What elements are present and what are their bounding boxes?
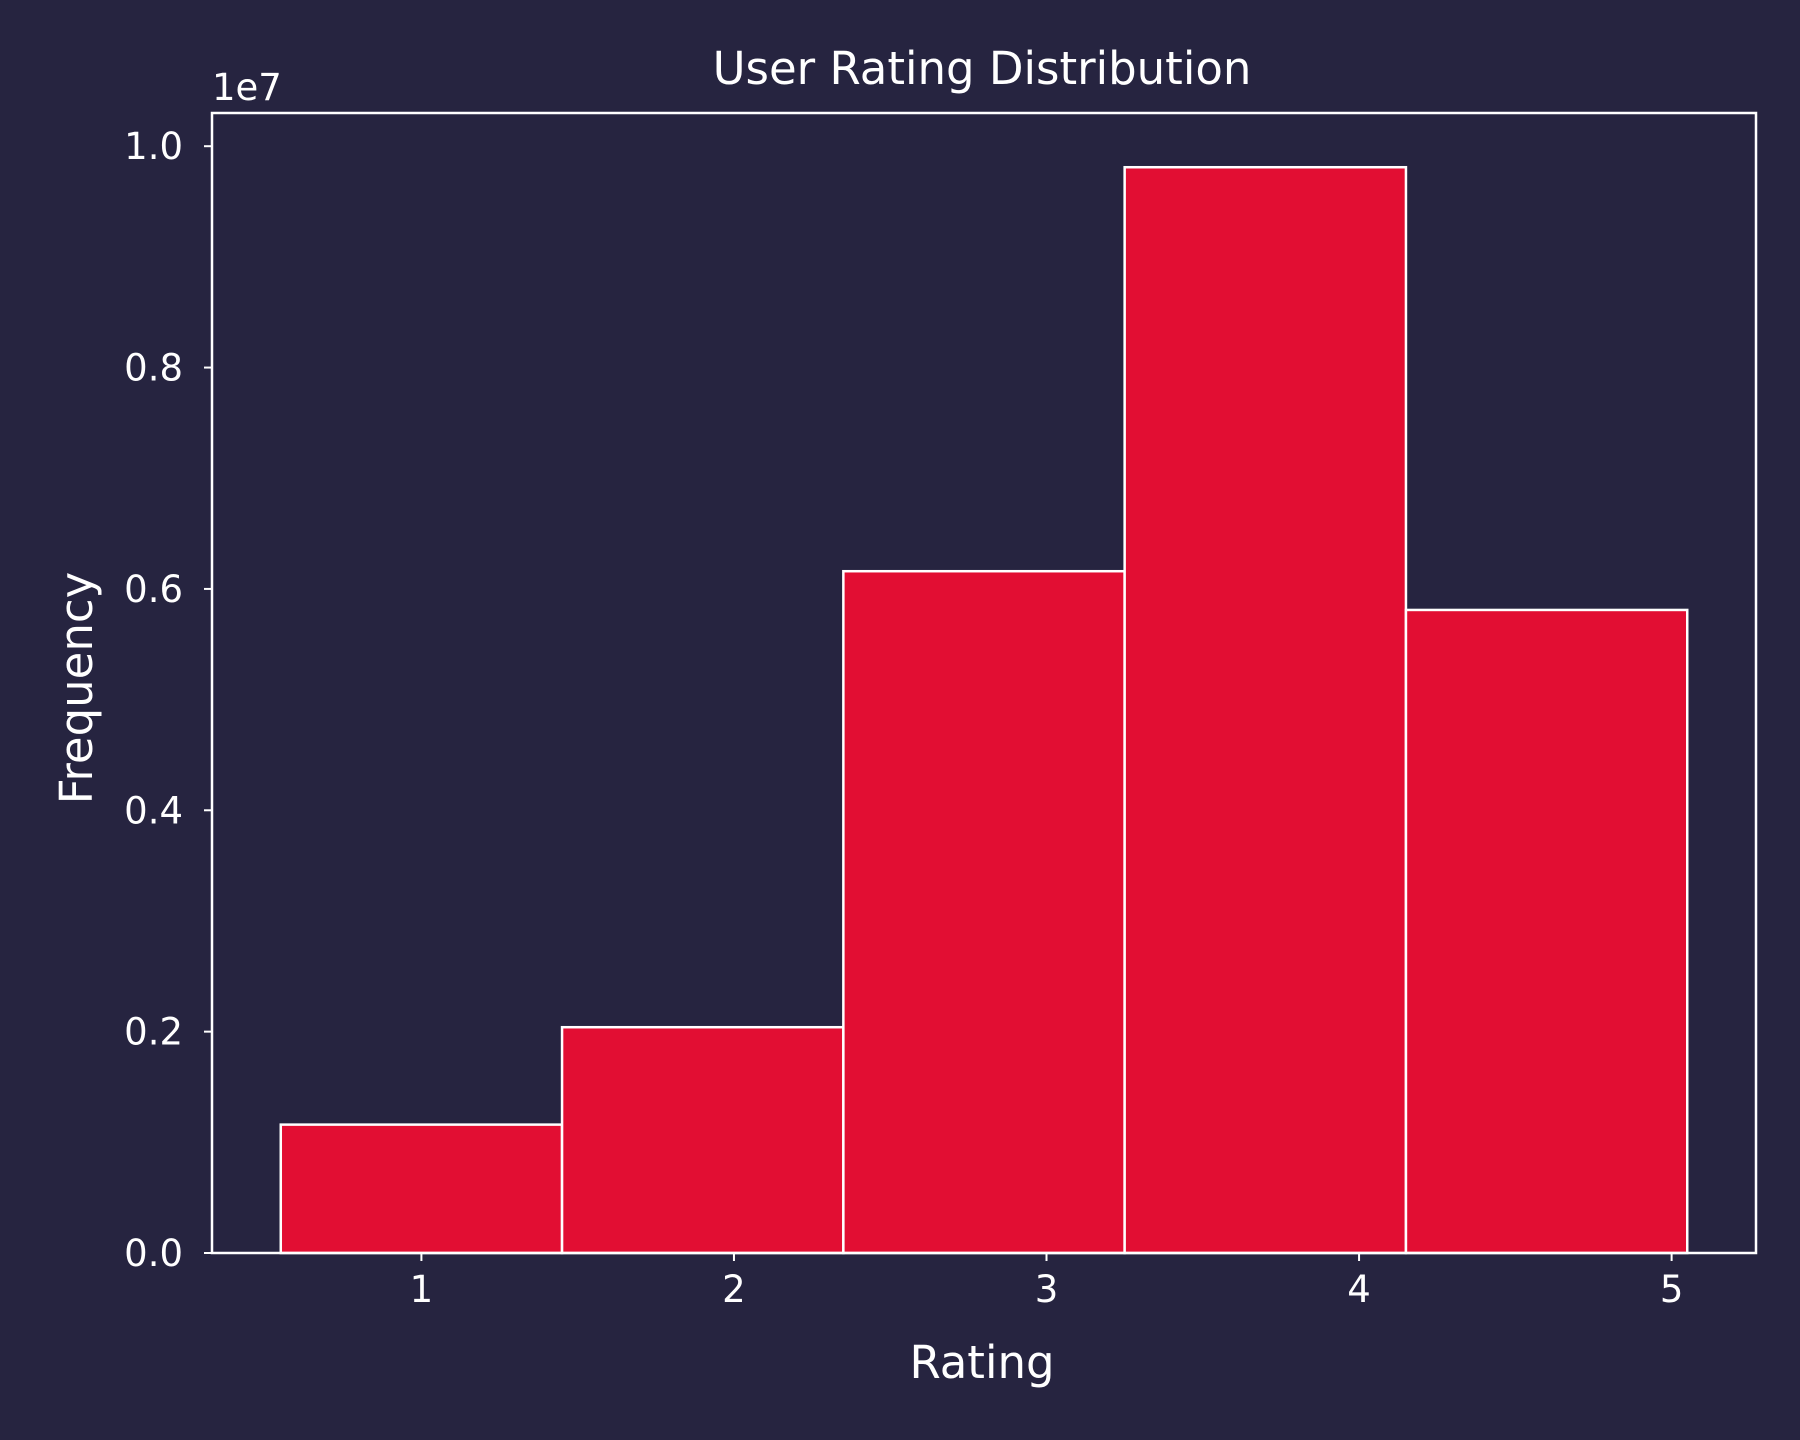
y-ticks-group: 0.0 0.2 0.4 0.6 0.8 1.0 xyxy=(124,125,212,1275)
histogram-bar-5 xyxy=(1404,608,1689,1255)
y-tick-label-0.2: 0.2 xyxy=(124,1011,183,1054)
chart-title: User Rating Distribution xyxy=(713,42,1252,95)
histogram-bar-4 xyxy=(1123,165,1408,1255)
y-tick-label-0.6: 0.6 xyxy=(124,568,183,611)
y-axis-label: Frequency xyxy=(50,572,103,804)
y-tick-label-0.0: 0.0 xyxy=(124,1232,183,1275)
x-axis-label: Rating xyxy=(909,1336,1054,1389)
y-tick-label-1.0: 1.0 xyxy=(124,125,183,168)
x-tick-label-4: 4 xyxy=(1347,1268,1371,1311)
histogram-bar-3 xyxy=(842,569,1126,1255)
x-tick-label-1: 1 xyxy=(410,1268,434,1311)
bars-group xyxy=(279,165,1689,1255)
x-tick-label-3: 3 xyxy=(1035,1268,1059,1311)
y-tick-label-0.4: 0.4 xyxy=(124,789,183,832)
axes-frame xyxy=(210,111,1758,1255)
y-axis-offset-label: 1e7 xyxy=(212,66,282,109)
histogram-bar-1 xyxy=(279,1123,564,1255)
histogram-bar-2 xyxy=(560,1025,845,1255)
x-ticks-group: 1 2 3 4 5 xyxy=(410,1253,1684,1311)
x-tick-label-5: 5 xyxy=(1660,1268,1684,1311)
y-tick-label-0.8: 0.8 xyxy=(124,347,183,390)
x-tick-label-2: 2 xyxy=(722,1268,746,1311)
